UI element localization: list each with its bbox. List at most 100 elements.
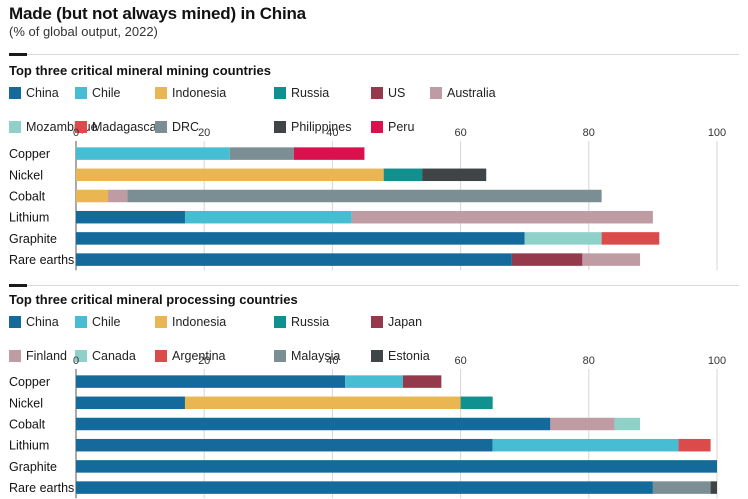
x-tick-label: 80 xyxy=(583,355,595,367)
legend-item-japan: Japan xyxy=(371,315,422,329)
legend-label: Australia xyxy=(447,86,496,100)
bar-rare-earths-estonia xyxy=(710,481,717,494)
bar-rare-earths-us xyxy=(511,253,583,266)
legend-label: Finland xyxy=(26,349,67,363)
legend-item-indonesia: Indonesia xyxy=(155,86,226,100)
bar-nickel-china xyxy=(76,396,185,410)
legend-swatch xyxy=(371,121,383,133)
chart-title: Made (but not always mined) in China xyxy=(9,4,306,23)
legend-swatch xyxy=(274,350,286,362)
x-tick-label: 100 xyxy=(708,355,726,367)
bar-cobalt-finland xyxy=(550,417,615,431)
bar-copper-peru xyxy=(293,147,365,160)
bar-rare-earths-australia xyxy=(582,253,641,266)
legend-swatch xyxy=(274,316,286,328)
legend-label: Russia xyxy=(291,315,330,329)
bar-copper-china xyxy=(76,375,346,388)
x-tick-label: 80 xyxy=(583,127,595,139)
legend-item-drc: DRC xyxy=(155,120,199,134)
bar-graphite-mozambique xyxy=(524,232,602,245)
legend-swatch xyxy=(371,316,383,328)
category-label-rare-earths: Rare earths xyxy=(9,481,74,495)
legend-swatch xyxy=(274,121,286,133)
chart-subtitle: (% of global output, 2022) xyxy=(9,24,158,39)
bar-lithium-china xyxy=(76,210,185,224)
legend-row: China Chile Indonesia Russia Japan xyxy=(9,315,739,332)
x-tick-label: 100 xyxy=(708,127,726,139)
mining-bar-chart: 0 20 40 60 80 100 Copper Nickel Cobalt Lithium Gra… xyxy=(9,127,726,271)
legend-label: DRC xyxy=(172,120,200,134)
legend-item-china: China xyxy=(9,86,59,100)
legend-row: China Chile Indonesia Russia US Australia xyxy=(9,86,739,103)
legend-item-chile: Chile xyxy=(75,315,121,329)
legend-label: Malaysia xyxy=(291,349,341,363)
x-tick-label: 20 xyxy=(198,355,210,367)
category-label-copper: Copper xyxy=(9,147,50,161)
legend-row: Finland Canada Argentina Malaysia Estonia xyxy=(9,332,739,363)
legend-swatch xyxy=(9,87,21,99)
legend-item-philippines: Philippines xyxy=(274,120,351,134)
category-label-nickel: Nickel xyxy=(9,168,43,182)
panel-divider xyxy=(9,54,739,55)
legend-item-canada: Canada xyxy=(75,349,136,363)
bar-lithium-chile xyxy=(492,438,679,452)
legend-item-finland: Finland xyxy=(9,349,67,363)
category-label-cobalt: Cobalt xyxy=(9,190,46,204)
legend-item-us: US xyxy=(371,86,405,100)
x-tick-label: 60 xyxy=(454,127,466,139)
panel-divider xyxy=(9,285,739,286)
bar-nickel-russia xyxy=(383,168,423,182)
legend-swatch xyxy=(75,87,87,99)
bar-graphite-china xyxy=(76,232,525,245)
legend-label: China xyxy=(26,315,59,329)
legend-item-madagascar: Madagascar xyxy=(75,120,161,134)
legend-swatch xyxy=(75,350,87,362)
legend-label: Japan xyxy=(388,315,423,329)
legend-label: Philippines xyxy=(291,120,352,134)
bar-copper-chile xyxy=(76,147,230,160)
category-label-copper: Copper xyxy=(9,375,50,389)
panel-accent-mark xyxy=(9,53,27,56)
bar-cobalt-canada xyxy=(614,417,641,431)
legend-label: Madagascar xyxy=(92,120,161,134)
legend-swatch xyxy=(371,87,383,99)
bar-lithium-china xyxy=(76,438,493,452)
legend-item-australia: Australia xyxy=(430,86,496,100)
bar-cobalt-china xyxy=(76,417,551,431)
category-label-graphite: Graphite xyxy=(9,460,57,474)
category-label-lithium: Lithium xyxy=(9,439,49,453)
legend-swatch xyxy=(155,316,167,328)
legend-item-chile: Chile xyxy=(75,86,121,100)
panel-accent-mark xyxy=(9,284,27,287)
bar-nickel-philippines xyxy=(422,168,487,182)
legend-swatch xyxy=(155,87,167,99)
bar-rare-earths-china xyxy=(76,253,512,266)
legend-item-china: China xyxy=(9,315,59,329)
mining-legend: China Chile Indonesia Russia US Australia Moza… xyxy=(9,86,739,134)
category-label-lithium: Lithium xyxy=(9,211,49,225)
bar-graphite-madagascar xyxy=(601,232,660,245)
bar-copper-chile xyxy=(345,375,403,388)
legend-label: Chile xyxy=(92,86,121,100)
bar-copper-japan xyxy=(402,375,442,388)
bar-cobalt-drc xyxy=(127,189,602,203)
bar-graphite-china xyxy=(76,460,717,473)
legend-swatch xyxy=(75,316,87,328)
legend-item-peru: Peru xyxy=(371,120,414,134)
category-label-rare-earths: Rare earths xyxy=(9,253,74,267)
x-tick-label: 60 xyxy=(454,355,466,367)
legend-label: Canada xyxy=(92,349,136,363)
bar-cobalt-indonesia xyxy=(76,189,109,203)
legend-item-russia: Russia xyxy=(274,86,329,100)
bar-lithium-chile xyxy=(184,210,352,224)
category-label-cobalt: Cobalt xyxy=(9,418,46,432)
category-label-nickel: Nickel xyxy=(9,396,43,410)
legend-swatch xyxy=(75,121,87,133)
legend-swatch xyxy=(155,350,167,362)
processing-legend: China Chile Indonesia Russia Japan Finland Can… xyxy=(9,315,739,363)
bar-cobalt-australia xyxy=(108,189,128,203)
x-tick-label: 40 xyxy=(326,355,338,367)
legend-swatch xyxy=(9,121,21,133)
bar-nickel-indonesia xyxy=(184,396,461,410)
x-tick-label: 40 xyxy=(326,127,338,139)
